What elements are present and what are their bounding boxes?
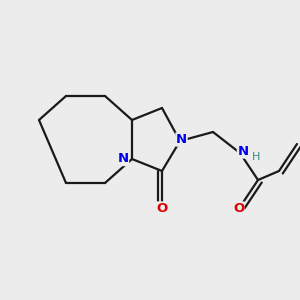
Text: N: N [176,133,187,146]
Text: O: O [233,202,244,215]
Text: H: H [252,152,261,163]
Text: O: O [156,202,168,215]
Text: N: N [117,152,129,166]
Text: N: N [237,145,249,158]
